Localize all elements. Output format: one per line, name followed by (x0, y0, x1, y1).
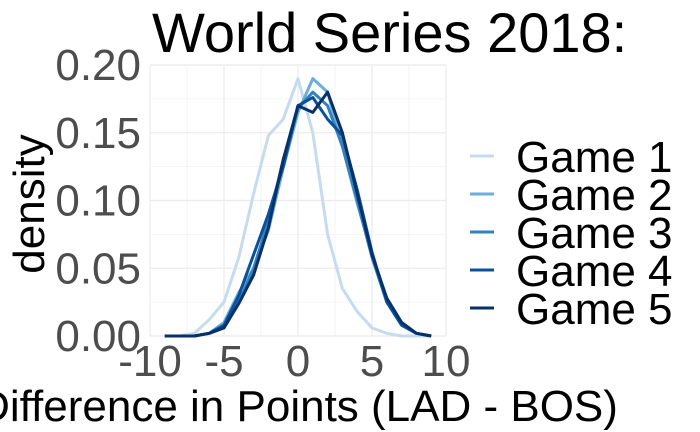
series-line-1 (164, 77, 432, 338)
x-axis-ticks: -10 -5 0 5 10 (118, 337, 470, 386)
y-tick-label: 0.05 (55, 244, 141, 293)
y-tick-label: 0.00 (55, 312, 141, 361)
chart-title: World Series 2018: (152, 1, 627, 64)
x-tick-label: 0 (286, 337, 310, 386)
legend-label: Game 5 (516, 285, 673, 334)
legend-label: Game 2 (516, 171, 673, 220)
legend-label: Game 4 (516, 247, 673, 296)
y-tick-label: 0.15 (55, 109, 141, 158)
x-tick-label: 10 (422, 337, 471, 386)
grid (149, 64, 447, 337)
y-axis-title: density (5, 134, 54, 273)
series-lines (164, 77, 432, 338)
x-tick-label: 5 (360, 337, 384, 386)
x-axis-title: Difference in Points (LAD - BOS) (0, 382, 618, 431)
y-tick-label: 0.10 (55, 177, 141, 226)
y-axis-ticks: 0.00 0.05 0.10 0.15 0.20 (55, 41, 141, 361)
legend-label: Game 1 (516, 133, 673, 182)
y-tick-label: 0.20 (55, 41, 141, 90)
legend-label: Game 3 (516, 209, 673, 258)
series-line-5 (164, 90, 432, 338)
x-tick-label: -10 (118, 337, 182, 386)
x-tick-label: -5 (204, 337, 243, 386)
